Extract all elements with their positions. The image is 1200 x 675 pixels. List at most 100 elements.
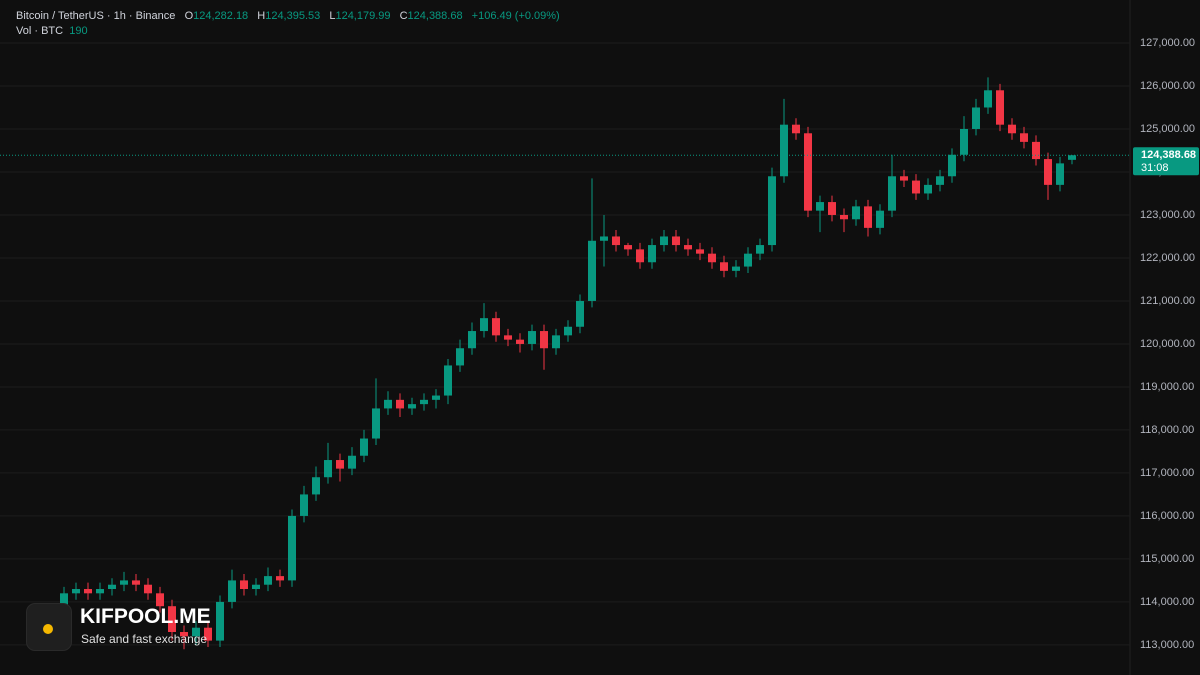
candle-body xyxy=(720,262,728,271)
y-tick-label: 113,000.00 xyxy=(1140,639,1194,651)
candle-body xyxy=(516,339,524,344)
candle-body xyxy=(600,236,608,241)
candle-body xyxy=(876,210,884,228)
candle-body xyxy=(900,176,908,181)
candle-body xyxy=(996,90,1004,125)
candle-body xyxy=(432,395,440,400)
candle-body xyxy=(252,584,260,590)
candle-body xyxy=(552,335,560,349)
candle-body xyxy=(312,477,320,495)
candle-body xyxy=(288,515,296,581)
candle-body xyxy=(780,124,788,177)
candle-body xyxy=(396,399,404,409)
candle-body xyxy=(1068,155,1076,160)
candle-body xyxy=(972,107,980,129)
y-tick-label: 118,000.00 xyxy=(1140,424,1194,436)
ohlc-value: 124,179.99 xyxy=(335,10,391,22)
candle-body xyxy=(276,576,284,581)
candle-body xyxy=(852,206,860,220)
candle-body xyxy=(204,627,212,641)
candle-body xyxy=(132,580,140,585)
candle-body xyxy=(168,606,176,633)
volume-row: Vol · BTC 190 xyxy=(16,24,566,39)
candle-body xyxy=(840,214,848,220)
candle-body xyxy=(696,249,704,254)
candle-body xyxy=(576,300,584,327)
candle-body xyxy=(108,584,116,590)
candle-body xyxy=(480,318,488,332)
candle-body xyxy=(144,584,152,594)
candle-body xyxy=(408,404,416,409)
watermark-subtitle: Safe and fast exchange xyxy=(81,632,208,646)
candle-body xyxy=(1020,133,1028,142)
candle-body xyxy=(192,627,200,637)
candle-body xyxy=(924,184,932,194)
candle-body xyxy=(348,455,356,469)
symbol: Bitcoin / TetherUS · 1h · Binance xyxy=(16,10,176,22)
candle-body xyxy=(1032,141,1040,160)
candle-body xyxy=(564,326,572,336)
candle-body xyxy=(768,176,776,246)
candle-body xyxy=(624,245,632,250)
candle-body xyxy=(180,632,188,637)
candle-body xyxy=(888,176,896,211)
volume-value: 190 xyxy=(69,25,88,37)
candle-body xyxy=(420,399,428,405)
candle-body xyxy=(384,399,392,409)
candle-body xyxy=(732,266,740,271)
candle-body xyxy=(528,331,536,344)
candle-body xyxy=(828,202,836,215)
candle-body xyxy=(708,253,716,263)
candle-body xyxy=(804,133,812,211)
y-tick-label: 122,000.00 xyxy=(1140,252,1195,264)
candle-body xyxy=(936,176,944,185)
candle-body xyxy=(756,245,764,254)
logo-dot xyxy=(43,624,53,634)
candle-body xyxy=(984,90,992,108)
candle-body xyxy=(240,580,248,590)
change: +106.49 (+0.09%) xyxy=(471,10,560,22)
candle-body xyxy=(60,593,68,607)
candle-body xyxy=(648,245,656,263)
y-tick-label: 117,000.00 xyxy=(1140,467,1194,479)
candle-body xyxy=(816,202,824,211)
candle-body xyxy=(300,494,308,516)
y-tick-label: 120,000.00 xyxy=(1140,338,1195,350)
candle-body xyxy=(540,331,548,349)
candle-body xyxy=(96,589,104,594)
ohlc-key: H xyxy=(257,10,266,22)
ohlc-key: L xyxy=(329,10,336,22)
candle-body xyxy=(156,593,164,607)
candle-body xyxy=(960,128,968,155)
candle-body xyxy=(492,318,500,336)
candle-body xyxy=(672,236,680,246)
candle-body xyxy=(444,365,452,396)
volume-label: Vol · BTC xyxy=(16,25,64,37)
price-label-box xyxy=(1133,147,1199,176)
candle-body xyxy=(1044,159,1052,185)
y-tick-label: 127,000.00 xyxy=(1140,37,1195,49)
y-tick-label: 126,000.00 xyxy=(1140,80,1195,92)
y-tick-label: 119,000.00 xyxy=(1140,381,1194,393)
candle-body xyxy=(228,580,236,602)
watermark-title: KIFPOOL.ME xyxy=(80,605,211,628)
candle-body xyxy=(120,580,128,585)
candle-body xyxy=(636,249,644,263)
candle-body xyxy=(684,245,692,250)
y-tick-label: 123,000.00 xyxy=(1140,209,1195,221)
logo-icon xyxy=(26,603,72,651)
ohlc-key: C xyxy=(399,10,408,22)
candle-body xyxy=(792,124,800,134)
candle-body xyxy=(1056,163,1064,185)
ohlc-value: 124,395.53 xyxy=(265,10,321,22)
candle-body xyxy=(1008,124,1016,134)
y-tick-label: 116,000.00 xyxy=(1140,510,1194,522)
candle-body xyxy=(504,335,512,340)
candle-body xyxy=(216,601,224,641)
ohlc-value: 124,388.68 xyxy=(407,10,463,22)
candle-body xyxy=(912,180,920,194)
candle-body xyxy=(336,460,344,469)
candle-body xyxy=(264,576,272,585)
